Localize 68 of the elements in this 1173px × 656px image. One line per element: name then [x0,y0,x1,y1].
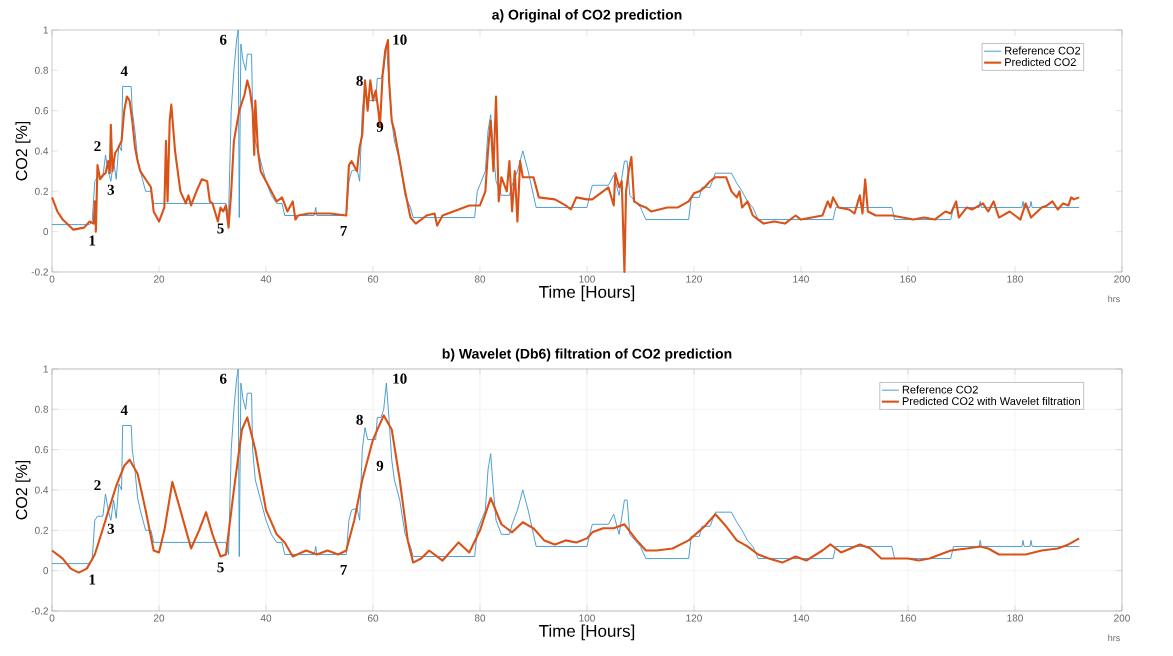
annotation: 8 [356,75,363,86]
annotation: 10 [393,34,407,45]
x-tick-label: 180 [1007,275,1023,283]
x-tick-label: 200 [1114,275,1130,283]
x-tick-label: 200 [1114,614,1130,622]
annotation: 3 [107,184,115,195]
x-axis-title: Time [Hours] [539,624,635,641]
y-tick-label: 0.4 [34,486,49,494]
y-tick-label: 0.8 [34,66,49,74]
x-tick-label: 20 [153,275,165,283]
x-axis-title: Time [Hours] [539,285,635,302]
y-tick-label: 0.8 [34,405,49,413]
annotation: 1 [89,574,96,585]
annotation: 9 [376,121,384,132]
x-tick-label: 120 [686,275,702,283]
x-tick-label: 80 [474,614,486,622]
x-tick-label: 180 [1007,614,1023,622]
legend-label: Reference CO2 [1005,46,1081,55]
annotation: 8 [356,414,363,425]
x-tick-label: 100 [579,275,595,283]
x-tick-label: 100 [579,614,595,622]
x-tick-label: 40 [260,275,272,283]
y-tick-label: 1 [43,365,48,373]
y-axis-title: CO2 [%] [15,460,31,520]
text: hrs [1108,295,1120,303]
y-tick-label: 0.6 [34,446,49,454]
x-tick-label: 80 [474,275,486,283]
x-tick-label: 20 [153,614,165,622]
y-tick-label: 0.2 [34,526,48,534]
y-tick-label: 0 [43,567,49,575]
y-tick-label: 0.2 [34,187,48,195]
x-tick-label: 120 [686,614,702,622]
annotation: 5 [217,562,224,573]
x-tick-label: 0 [49,614,55,622]
annotation: 2 [94,141,101,152]
y-tick-label: 0 [43,228,49,236]
x-tick-label: 0 [49,275,55,283]
annotation: 7 [340,564,347,575]
annotation: 4 [120,405,128,416]
annotation: 6 [219,34,227,45]
annotation: 3 [107,523,115,534]
x-tick-label: 40 [260,614,272,622]
chart-title: a) Original of CO2 prediction [492,9,682,23]
x-tick-label: 140 [793,614,809,622]
chart-title: b) Wavelet (Db6) filtration of CO2 prediction [442,348,732,362]
annotation: 9 [376,460,384,471]
y-axis-title: CO2 [%] [15,121,31,181]
legend-label: Predicted CO2 [1005,57,1076,66]
y-tick-label: -0.2 [31,607,48,615]
annotation: 4 [120,66,128,77]
annotation: 6 [219,373,227,384]
x-tick-label: 60 [367,275,379,283]
text: hrs [1108,634,1120,642]
y-tick-label: 0.4 [34,147,49,155]
y-tick-label: -0.2 [31,268,48,276]
x-tick-label: 160 [900,275,916,283]
legend-label: Reference CO2 [902,385,978,394]
x-tick-label: 60 [367,614,379,622]
annotation: 1 [89,235,96,246]
annotation: 5 [217,223,224,234]
annotation: 10 [393,373,407,384]
x-tick-label: 160 [900,614,916,622]
annotation: 7 [340,225,347,236]
x-tick-label: 140 [793,275,809,283]
y-tick-label: 0.6 [34,107,49,115]
y-tick-label: 1 [43,26,48,34]
annotation: 2 [94,480,101,491]
legend-label: Predicted CO2 with Wavelet filtration [902,396,1080,405]
